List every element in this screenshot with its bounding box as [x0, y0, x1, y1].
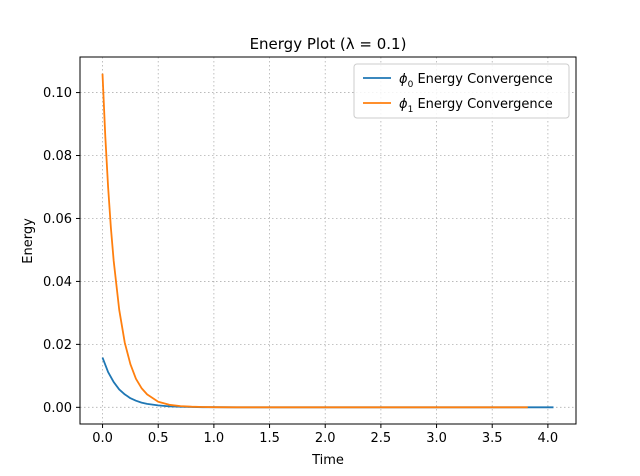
y-tick-label: 0.08 [43, 149, 72, 164]
x-tick-label: 3.0 [426, 431, 447, 446]
legend-text: Energy Convergence [413, 97, 553, 112]
legend-symbol: ϕ [399, 72, 408, 87]
x-tick-label: 1.0 [204, 431, 225, 446]
y-axis-label: Energy [21, 218, 36, 264]
y-tick-label: 0.10 [43, 86, 72, 101]
x-tick-label: 2.0 [315, 431, 336, 446]
series-layer [101, 73, 554, 409]
x-axis-label: Time [311, 453, 344, 468]
legend-subscript: 1 [408, 105, 414, 115]
x-tick-label: 3.5 [482, 431, 503, 446]
legend-box [353, 63, 570, 119]
y-tick-label: 0.00 [43, 401, 72, 416]
y-tick-label: 0.06 [43, 212, 72, 227]
x-tick-label: 0.5 [148, 431, 169, 446]
ticks-layer: 0.0 0.5 1.0 1.5 2.0 2.5 3.0 3.5 4.0 0.00 0.02 0.04 0… [43, 86, 558, 446]
legend-text: Energy Convergence [413, 72, 553, 87]
plot-frame [79, 56, 577, 425]
legend-symbol: ϕ [399, 97, 408, 112]
y-tick-label: 0.04 [43, 275, 72, 290]
series-line-1 [101, 73, 528, 409]
chart-title: Energy Plot (λ = 0.1) [250, 35, 407, 53]
y-tick-label: 0.02 [43, 338, 72, 353]
x-tick-label: 4.0 [538, 431, 559, 446]
legend-subscript: 0 [408, 80, 414, 90]
x-tick-label: 1.5 [259, 431, 280, 446]
legend-label-0: ϕ0 Energy Convergence [399, 72, 553, 90]
legend-label-1: ϕ1 Energy Convergence [399, 97, 553, 115]
x-tick-label: 0.0 [92, 431, 113, 446]
x-tick-label: 2.5 [371, 431, 392, 446]
